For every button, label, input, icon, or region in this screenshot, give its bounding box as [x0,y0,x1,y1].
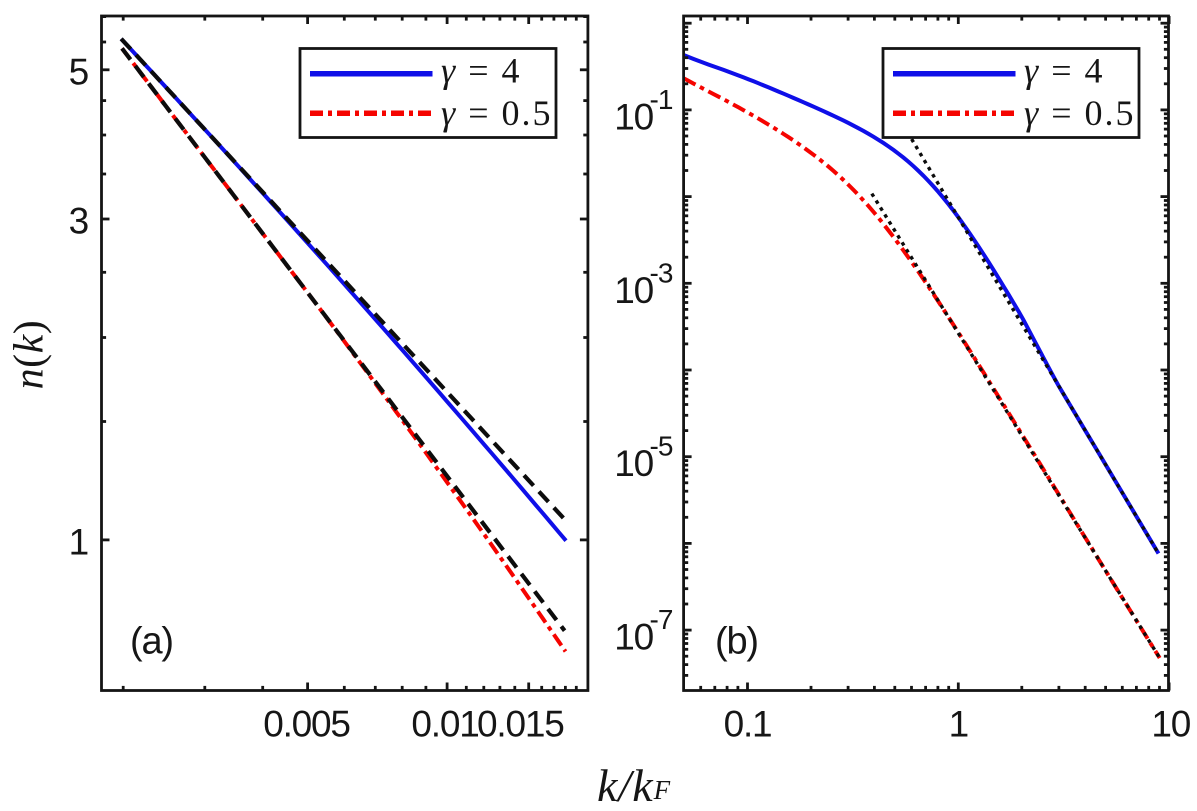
svg-text:0.1: 0.1 [724,704,772,745]
svg-text:(a): (a) [130,621,173,663]
svg-text:0.015: 0.015 [477,704,564,745]
svg-text:k/kF: k/kF [597,760,671,811]
svg-text:10: 10 [614,443,653,484]
svg-text:-3: -3 [650,257,673,288]
svg-text:5: 5 [69,51,89,92]
svg-text:10: 10 [614,270,653,311]
svg-text:0.01: 0.01 [411,704,478,745]
svg-text:γ = 0.5: γ = 0.5 [441,93,553,133]
svg-text:n(k): n(k) [7,320,53,390]
svg-text:10: 10 [1151,704,1190,745]
svg-text:-5: -5 [650,431,673,462]
svg-text:10: 10 [614,617,653,658]
svg-text:γ = 4: γ = 4 [441,51,522,91]
svg-text:γ = 0.5: γ = 0.5 [1024,93,1136,133]
svg-text:(b): (b) [715,621,758,663]
svg-text:-1: -1 [650,84,673,115]
svg-text:3: 3 [69,201,88,242]
svg-text:1: 1 [949,704,968,745]
svg-text:γ = 4: γ = 4 [1024,51,1105,91]
svg-text:0.005: 0.005 [263,704,350,745]
svg-text:-7: -7 [650,604,673,635]
svg-text:10: 10 [614,96,653,137]
svg-text:1: 1 [69,522,88,563]
